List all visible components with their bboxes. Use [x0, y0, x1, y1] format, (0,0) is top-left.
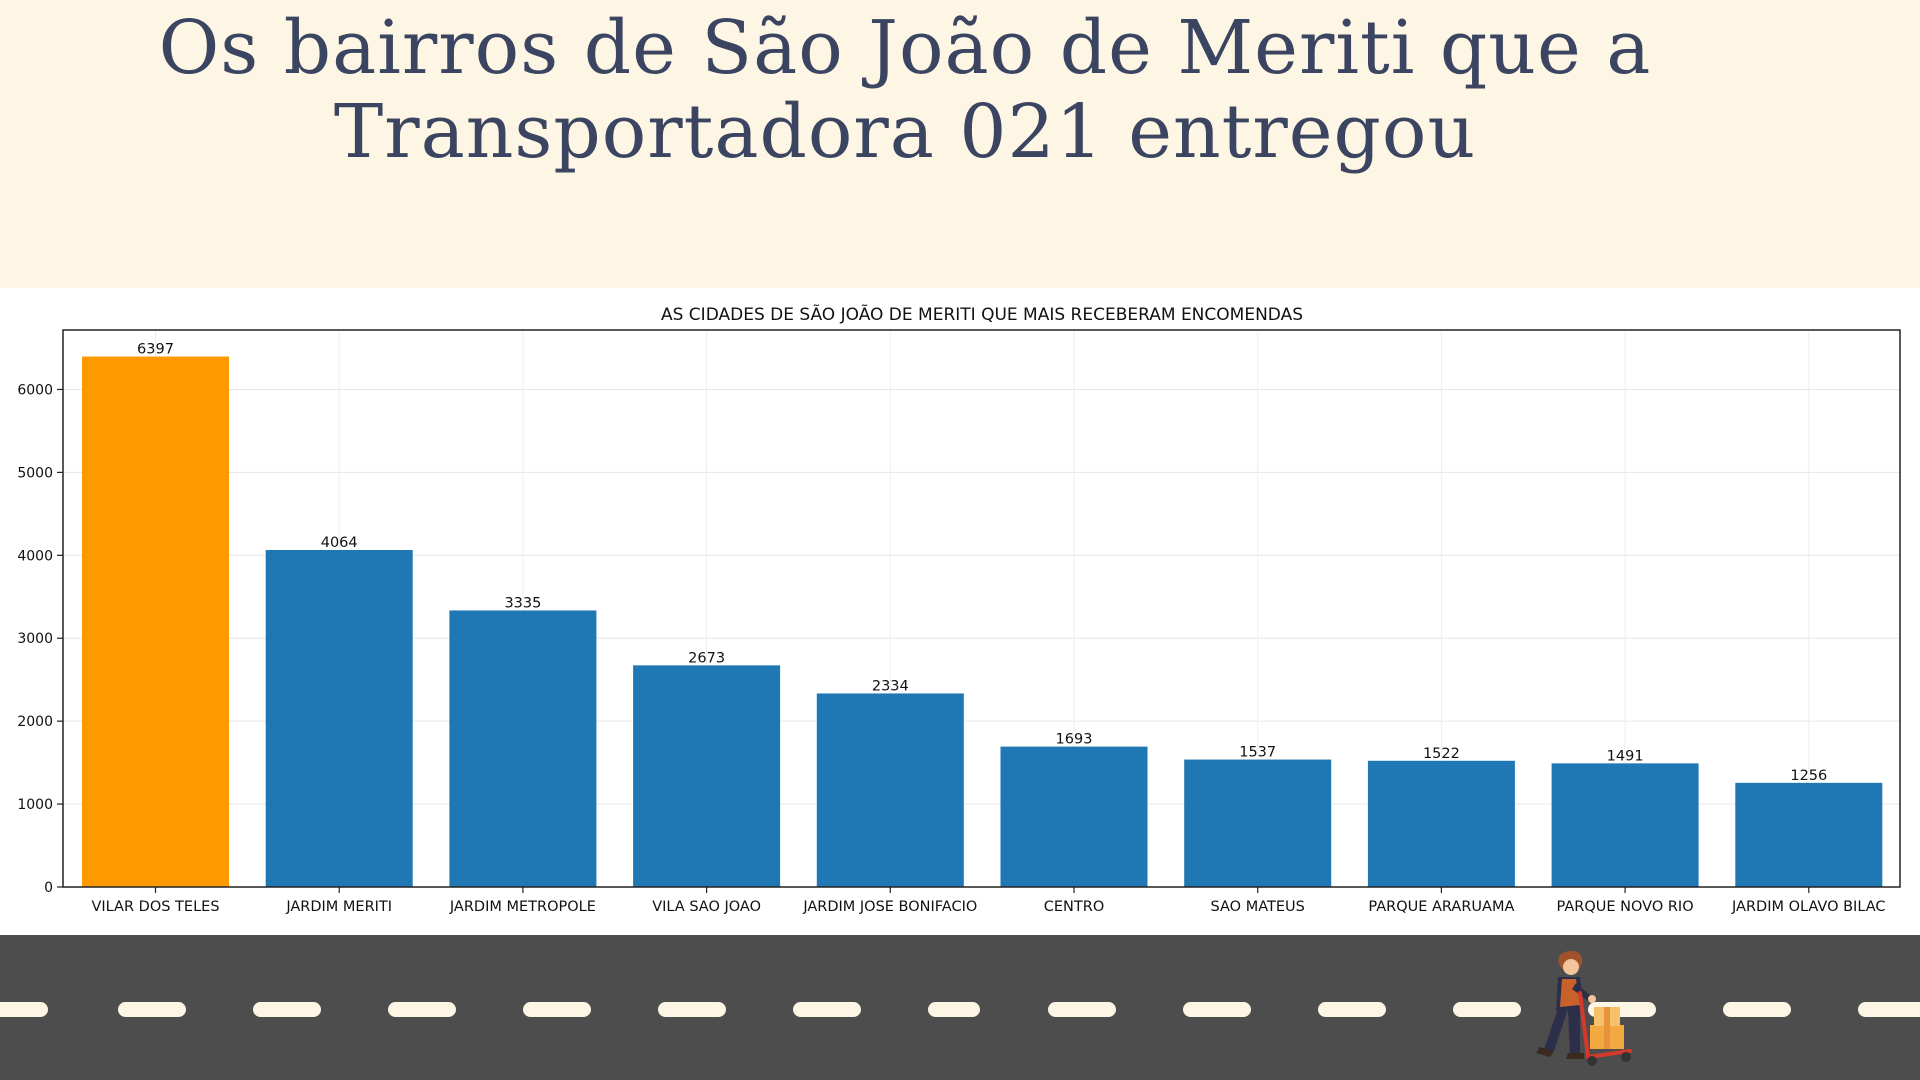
y-tick-label: 0 — [44, 880, 53, 896]
x-tick-label: CENTRO — [1044, 899, 1104, 915]
y-tick-label: 5000 — [17, 465, 53, 481]
lane-dash — [793, 1002, 861, 1017]
lane-dash — [1183, 1002, 1251, 1017]
lane-dash — [388, 1002, 456, 1017]
data-label: 1256 — [1790, 768, 1827, 784]
x-axis-ticks: VILAR DOS TELES JARDIM MERITI JARDIM METRO… — [91, 887, 1886, 915]
bar — [633, 665, 781, 887]
data-label: 2334 — [872, 678, 909, 694]
x-tick-label: VILA SAO JOAO — [652, 899, 761, 915]
bar — [1184, 759, 1332, 887]
x-tick-label: JARDIM JOSE BONIFACIO — [802, 899, 977, 915]
lane-dash — [1453, 1002, 1521, 1017]
page-title: Os bairros de São João de Meriti que a T… — [90, 6, 1720, 174]
data-labels: 6397 4064 3335 2673 2334 1693 1537 1522 1491 1256 — [137, 342, 1827, 784]
x-tick-label: JARDIM MERITI — [285, 899, 392, 915]
lane-dash — [1858, 1002, 1920, 1017]
lane-dash — [118, 1002, 186, 1017]
y-tick-label: 6000 — [17, 382, 53, 398]
bar — [265, 549, 413, 887]
bar-chart: AS CIDADES DE SÃO JOÃO DE MERITI QUE MAI… — [17, 303, 1901, 915]
delivery-person-with-hand-truck-icon — [1536, 950, 1632, 1066]
x-tick-label: PARQUE ARARUAMA — [1368, 899, 1514, 915]
bar — [816, 693, 964, 887]
data-label: 1693 — [1056, 732, 1093, 748]
data-label: 1522 — [1423, 746, 1460, 762]
page-title-line-1: Os bairros de São João de Meriti que a — [158, 5, 1652, 91]
lane-dash — [523, 1002, 591, 1017]
bar — [82, 356, 229, 887]
bars — [82, 356, 1883, 887]
y-axis-ticks: 0 1000 2000 3000 4000 5000 6000 — [17, 382, 63, 896]
bar — [1735, 782, 1883, 887]
header: Os bairros de São João de Meriti que a T… — [0, 0, 1920, 288]
lane-dash — [1723, 1002, 1791, 1017]
lane-dash — [253, 1002, 321, 1017]
chart-panel: AS CIDADES DE SÃO JOÃO DE MERITI QUE MAI… — [0, 288, 1920, 935]
lane-dash — [928, 1002, 980, 1017]
x-tick-label: SAO MATEUS — [1211, 899, 1305, 915]
y-tick-label: 4000 — [17, 548, 53, 564]
lane-dash — [0, 1002, 48, 1017]
bar — [449, 610, 597, 887]
data-label: 1491 — [1607, 748, 1644, 764]
bar — [1000, 746, 1148, 887]
y-tick-label: 3000 — [17, 631, 53, 647]
x-tick-label: VILAR DOS TELES — [91, 899, 219, 915]
data-label: 6397 — [137, 342, 174, 358]
data-label: 3335 — [504, 595, 541, 611]
road-footer — [0, 935, 1920, 1080]
y-tick-label: 1000 — [17, 797, 53, 813]
data-label: 1537 — [1239, 745, 1276, 761]
chart-title: AS CIDADES DE SÃO JOÃO DE MERITI QUE MAI… — [661, 303, 1303, 325]
bar — [1551, 763, 1699, 887]
data-label: 4064 — [321, 535, 358, 551]
x-tick-label: JARDIM METROPOLE — [449, 899, 596, 915]
plot-frame — [62, 329, 1901, 888]
x-tick-label: PARQUE NOVO RIO — [1557, 899, 1694, 915]
lane-dash — [658, 1002, 726, 1017]
page-title-line-2: Transportadora 021 entregou — [333, 89, 1477, 175]
x-tick-label: JARDIM OLAVO BILAC — [1731, 899, 1886, 915]
lane-dash — [1318, 1002, 1386, 1017]
data-label: 2673 — [688, 650, 725, 666]
lane-dash — [1048, 1002, 1116, 1017]
y-tick-label: 2000 — [17, 714, 53, 730]
bar — [1367, 760, 1515, 887]
